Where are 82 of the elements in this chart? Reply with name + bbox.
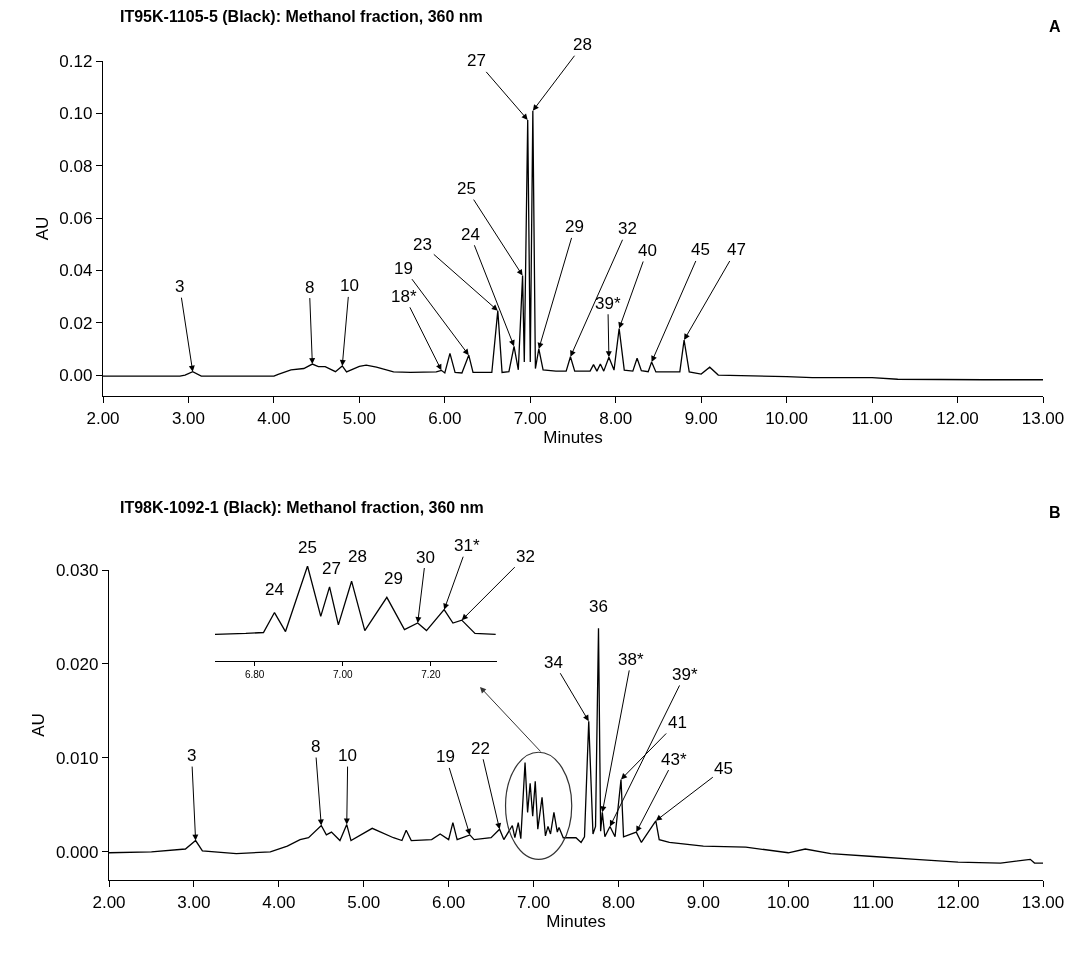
x-tick-label: 6.00 [428,408,462,428]
annotation: 47 [727,240,746,259]
x-tick-label: 13.00 [1021,892,1065,912]
annotation: 22 [471,739,490,758]
text: A [1049,18,1061,35]
y-tick-label: 0.020 [55,654,99,674]
x-tick-label: 7.20 [421,669,442,680]
annotation: 41 [668,713,687,732]
annotation: 10 [338,746,357,765]
annotation: 8 [305,278,315,297]
x-tick-label: 7.00 [513,408,547,428]
x-tick-label: 2.00 [86,408,120,428]
annotation: 23 [413,235,432,254]
annotation: 24 [461,225,480,244]
annotation: 38* [618,650,644,669]
x-axis-title: Minutes [543,427,603,447]
annotation: 19 [394,259,413,278]
annotation: 45 [714,759,733,778]
y-axis-title: AU [29,713,49,737]
x-tick-label: 3.00 [177,892,211,912]
annotation: 8 [311,737,321,756]
x-tick-label: 4.00 [262,892,296,912]
annotation: 30 [416,548,435,567]
text: B [1049,504,1061,521]
annotation: 24 [265,580,284,599]
annotation: 32 [516,547,535,566]
annotation: 39* [672,665,698,684]
annotation: 45 [691,240,710,259]
annotation: 27 [467,51,486,70]
annotation: 36 [589,597,608,616]
x-tick-label: 12.00 [936,408,979,428]
y-tick-label: 0.08 [59,156,93,176]
annotation: 3 [175,277,185,296]
annotation: 31* [454,536,480,555]
x-tick-label: 9.00 [684,408,718,428]
annotation: 34 [544,653,563,672]
y-tick-label: 0.00 [59,366,93,386]
x-tick-label: 11.00 [851,408,893,428]
y-tick-label: 0.010 [55,748,99,768]
x-tick-label: 5.00 [342,408,376,428]
x-tick-label: 10.00 [765,408,808,428]
annotation: 19 [436,747,455,766]
x-tick-label: 13.00 [1021,408,1065,428]
annotation: 43* [661,750,687,769]
y-tick-label: 0.04 [59,261,93,281]
annotation: 25 [298,538,317,557]
x-tick-label: 11.00 [852,892,894,912]
x-tick-label: 4.00 [257,408,291,428]
x-tick-label: 6.80 [244,669,265,680]
annotation: 32 [618,219,637,238]
y-tick-label: 0.02 [59,313,93,333]
x-tick-label: 7.00 [517,892,551,912]
y-tick-label: 0.06 [59,208,93,228]
y-tick-label: 0.10 [59,104,93,124]
x-tick-label: 6.00 [432,892,466,912]
annotation: 28 [348,547,367,566]
x-tick-label: 8.00 [601,892,635,912]
annotation: 29 [565,217,584,236]
x-tick-label: 12.00 [936,892,980,912]
y-tick-label: 0.12 [59,51,93,71]
chart-title: IT98K-1092-1 (Black): Methanol fraction, 360 nm [120,499,484,516]
annotation: 27 [322,559,341,578]
annotation: 25 [457,179,476,198]
x-tick-label: 8.00 [599,408,633,428]
annotation: 39* [595,294,621,313]
x-tick-label: 2.00 [92,892,126,912]
annotation: 10 [340,276,359,295]
x-axis-title: Minutes [546,911,606,931]
x-tick-label: 5.00 [347,892,381,912]
y-tick-label: 0.000 [55,842,99,862]
annotation: 40 [638,241,657,260]
x-tick-label: 10.00 [767,892,810,912]
annotation: 3 [187,746,197,765]
x-tick-label: 7.00 [333,669,353,680]
annotation: 28 [573,35,592,54]
x-tick-label: 3.00 [171,408,205,428]
x-tick-label: 9.00 [686,892,720,912]
annotation: 29 [384,569,403,588]
chart-title: IT95K-1105-5 (Black): Methanol fraction, 360 nm [120,8,483,25]
y-tick-label: 0.030 [55,560,99,580]
annotation: 18* [391,287,417,306]
y-axis-title: AU [32,216,52,241]
